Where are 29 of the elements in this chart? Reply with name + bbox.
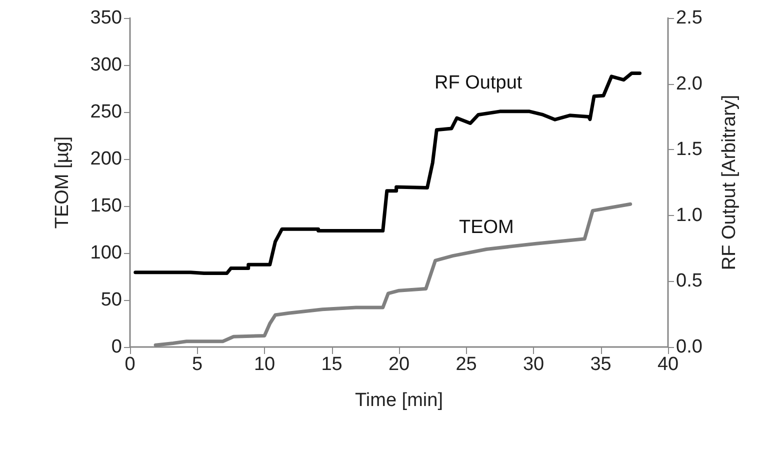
y2-axis-title: RF Output [Arbitrary]	[719, 94, 740, 270]
y2-tick-label: 0.5	[676, 270, 702, 292]
x-tick-label: 10	[254, 354, 276, 375]
line-series	[134, 72, 642, 276]
y-tick-label: 150	[90, 196, 122, 216]
y-tick-label: 200	[90, 148, 122, 170]
y-axis-title: TEOM [µg]	[52, 136, 73, 229]
x-tick-label: 40	[657, 354, 679, 375]
y2-tick-label: 1.0	[676, 204, 702, 226]
series-label: RF Output	[434, 72, 523, 94]
x-tick-label: 35	[590, 354, 612, 375]
y-tick-label: 300	[90, 54, 122, 76]
y-tick-label: 350	[90, 8, 122, 28]
series-label: TEOM	[458, 217, 514, 238]
x-tick-label: 25	[456, 354, 477, 375]
x-tick-label: 20	[388, 354, 410, 375]
x-tick-label: 30	[522, 354, 544, 375]
y-tick-label: 250	[90, 102, 122, 122]
y-tick-label: 50	[100, 290, 122, 310]
x-axis-title: Time [min]	[355, 390, 443, 411]
x-tick-label: 15	[321, 354, 342, 375]
y2-tick-label: 0.0	[676, 336, 702, 358]
y-tick-label: 100	[90, 242, 122, 264]
x-tick-label: 0	[124, 354, 136, 375]
y-tick-label: 0	[111, 336, 122, 358]
y2-tick-label: 2.0	[676, 73, 702, 94]
x-tick-label: 5	[192, 354, 203, 375]
y2-tick-label: 1.5	[676, 139, 702, 160]
y2-tick-label: 2.5	[676, 8, 702, 28]
